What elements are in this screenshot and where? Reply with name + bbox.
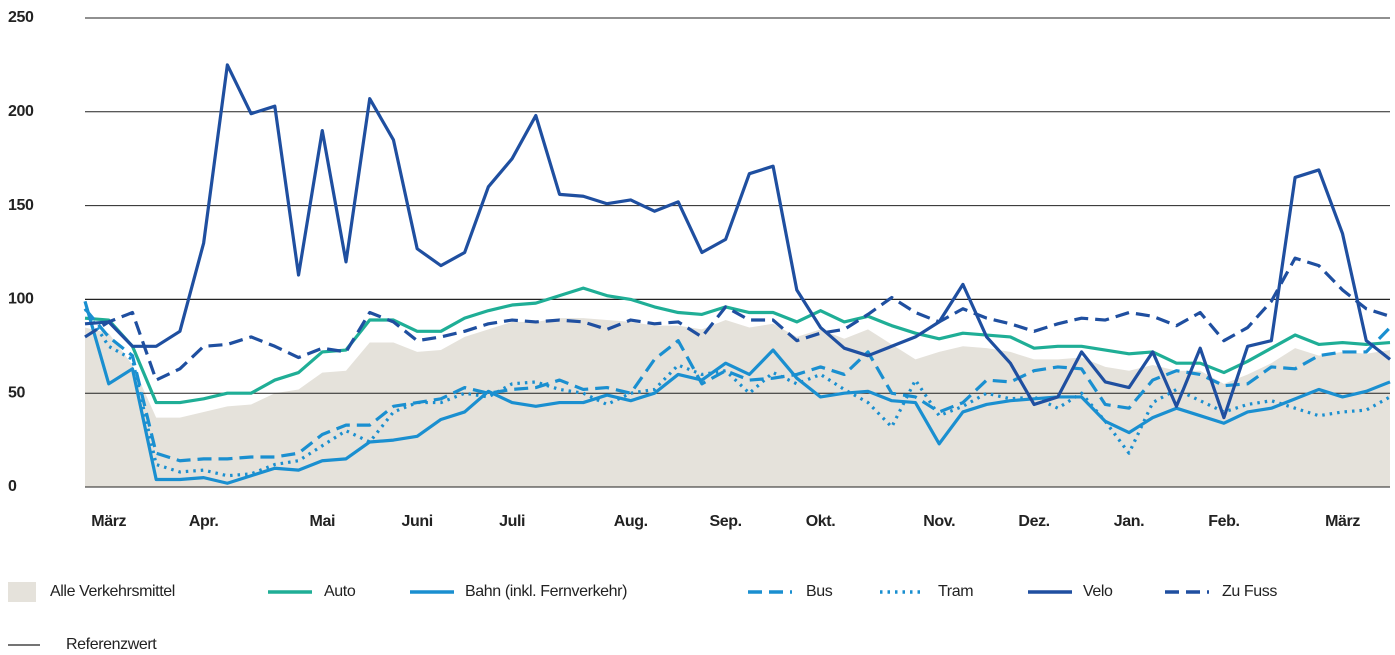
legend-label: Alle Verkehrsmittel [50, 583, 175, 600]
x-tick-label: Juni [402, 513, 433, 530]
x-tick-label: Juli [499, 513, 525, 530]
x-tick-label: Okt. [806, 513, 836, 530]
x-tick-label: März [91, 513, 126, 530]
x-tick-label: März [1325, 513, 1360, 530]
x-tick-label: Sep. [710, 513, 742, 530]
y-tick-label: 200 [8, 103, 34, 120]
y-tick-label: 100 [8, 291, 34, 308]
legend-label: Velo [1083, 583, 1113, 600]
line [83, 307, 1392, 463]
x-tick-label: Nov. [923, 513, 955, 530]
x-tick-label: Apr. [189, 513, 219, 530]
x-tick-label: Feb. [1208, 513, 1239, 530]
legend-label: Bus [806, 583, 833, 600]
line [84, 63, 1391, 420]
area [85, 318, 1390, 487]
legend-label: Bahn (inkl. Fernverkehr) [465, 583, 627, 600]
legend-label: Referenzwert [66, 636, 157, 653]
legend-label: Auto [324, 583, 356, 600]
x-tick-label: Aug. [614, 513, 648, 530]
line [84, 256, 1391, 382]
y-tick-label: 150 [8, 197, 34, 214]
x-tick-label: Dez. [1018, 513, 1049, 530]
legend-label: Tram [938, 583, 973, 600]
x-tick-label: Mai [310, 513, 335, 530]
line [83, 300, 1391, 485]
legend-swatch [8, 582, 36, 602]
legend-label: Zu Fuss [1222, 583, 1277, 600]
x-tick-label: Jan. [1114, 513, 1144, 530]
y-tick-label: 250 [8, 9, 34, 26]
y-tick-label: 50 [8, 384, 25, 401]
line [83, 307, 1391, 478]
y-tick-label: 0 [8, 478, 17, 495]
line [84, 286, 1391, 405]
